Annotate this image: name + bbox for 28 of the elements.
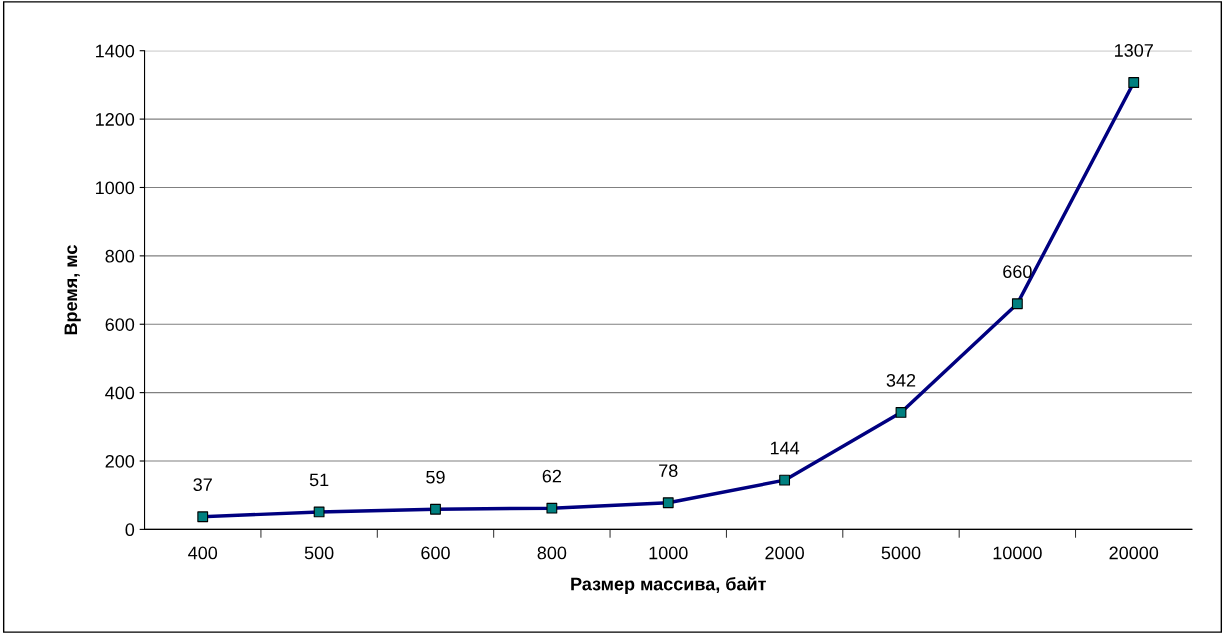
x-tick-label: 1000 (649, 546, 688, 560)
x-axis-title: Размер массива, байт (571, 576, 766, 594)
x-tick-label: 5000 (881, 546, 921, 560)
data-label: 1307 (1115, 44, 1153, 57)
data-label: 62 (542, 469, 561, 483)
y-tick-label: 200 (105, 454, 135, 468)
data-label: 37 (193, 478, 212, 492)
y-tick-label: 600 (105, 318, 135, 331)
data-label: 342 (886, 373, 916, 387)
data-label: 51 (309, 473, 329, 487)
y-axis-title: Время, мс (64, 245, 81, 335)
x-tick-label: 2000 (765, 546, 804, 560)
y-tick-label: 800 (105, 249, 135, 263)
x-tick-label: 500 (304, 546, 334, 560)
x-tick-label: 20000 (1109, 546, 1159, 560)
y-tick-label: 400 (105, 386, 135, 400)
data-label: 144 (770, 441, 800, 455)
x-tick-label: 10000 (993, 546, 1042, 560)
data-label: 78 (659, 464, 678, 478)
x-tick-label: 800 (537, 546, 567, 560)
y-tick-label: 1000 (96, 181, 135, 195)
data-label: 59 (426, 470, 445, 484)
data-label: 660 (1003, 265, 1032, 279)
x-tick-label: 600 (421, 546, 450, 560)
y-tick-label: 0 (125, 523, 135, 537)
y-tick-label: 1200 (96, 113, 135, 126)
x-tick-label: 400 (188, 546, 218, 560)
y-tick-label: 1400 (96, 44, 135, 58)
